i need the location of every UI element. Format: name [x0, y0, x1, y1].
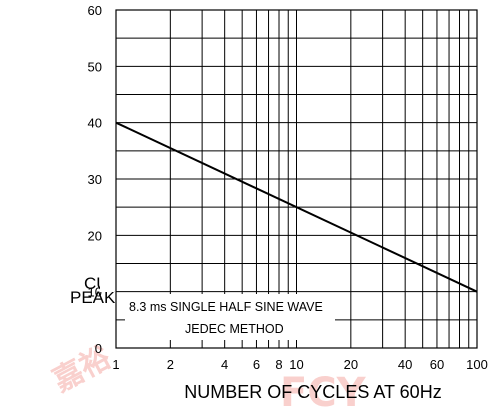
x-tick-label: 60: [430, 357, 444, 372]
y-tick-label: 0: [95, 341, 102, 356]
series-layer: [115, 121, 478, 293]
annotation-backdrop: [125, 294, 335, 340]
watermark: 嘉裕 FCY: [47, 340, 366, 408]
y-tick-label: 10: [88, 285, 102, 300]
y-tick-label: 40: [88, 116, 102, 131]
x-tick-label: 40: [398, 357, 412, 372]
svg-text:FCY: FCY: [280, 370, 367, 408]
x-tick-label: 8: [275, 357, 282, 372]
x-tick-labels: 1 2 4 6 8 10 20 40 60 100: [112, 357, 487, 372]
x-tick-label: 1: [112, 357, 119, 372]
plot-border: [115, 9, 478, 349]
y-tick-labels: 0 10 20 30 40 50 60: [88, 3, 102, 356]
annotation-line-1: 8.3 ms SINGLE HALF SINE WAVE: [129, 300, 323, 314]
y-tick-label: 20: [88, 228, 102, 243]
svg-text:嘉裕: 嘉裕: [47, 340, 116, 399]
x-tick-label: 100: [466, 357, 488, 372]
x-tick-label: 4: [221, 357, 228, 372]
x-tick-label: 10: [289, 357, 303, 372]
y-axis-label-line-2: PEAK: [70, 288, 116, 307]
y-tick-label: 30: [88, 172, 102, 187]
annotation-line-2: JEDEC METHOD: [185, 322, 284, 336]
x-tick-label: 20: [344, 357, 358, 372]
series-line: [115, 121, 478, 293]
x-axis-label: NUMBER OF CYCLES AT 60Hz: [184, 382, 441, 402]
y-tick-label: 50: [88, 59, 102, 74]
y-axis-label-mask: [100, 272, 114, 292]
plot-frame: [115, 9, 478, 349]
x-tick-label: 2: [167, 357, 174, 372]
x-tick-label: 6: [253, 357, 260, 372]
y-tick-label: 60: [88, 3, 102, 18]
